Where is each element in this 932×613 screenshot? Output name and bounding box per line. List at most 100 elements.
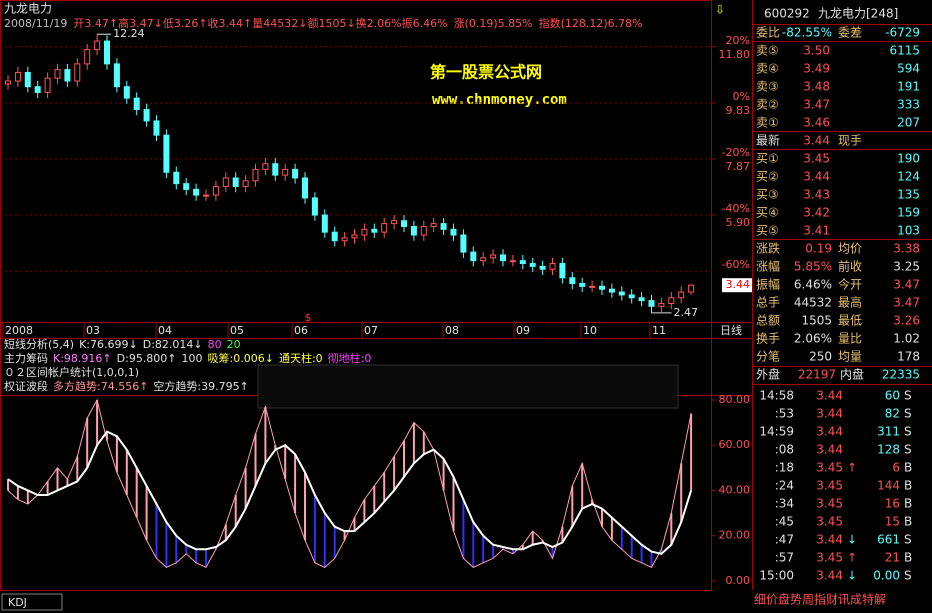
value: 3.44 bbox=[803, 134, 830, 148]
tab[interactable] bbox=[1, 593, 63, 611]
value: -6729 bbox=[885, 26, 920, 40]
stat-value: 3.26 bbox=[893, 314, 920, 328]
stat-value: 0.19 bbox=[805, 242, 832, 256]
x-tick-label: 09 bbox=[516, 324, 530, 337]
stat-value: 178 bbox=[897, 350, 920, 364]
book-volume: 594 bbox=[897, 62, 920, 76]
tick-side: B bbox=[904, 515, 912, 529]
y-tick-label: 40.00 bbox=[719, 483, 751, 496]
tick-volume: 128 bbox=[877, 443, 900, 457]
book-volume: 124 bbox=[897, 170, 920, 184]
y-tick-label: 11.80 bbox=[719, 48, 751, 61]
candle-body bbox=[183, 183, 190, 190]
high-label: 12.24 bbox=[113, 27, 145, 40]
quote-info: 开3.47↑高3.47↓低3.26↑收3.44↑量44532↓额1505↓换2.… bbox=[73, 16, 447, 30]
stat-value: 250 bbox=[809, 350, 832, 364]
stat-label: 涨跌 bbox=[756, 241, 780, 256]
x-tick-label: 03 bbox=[86, 324, 100, 337]
pct-tick-label: -20% bbox=[722, 146, 750, 159]
candle-body bbox=[252, 168, 259, 182]
candle-body bbox=[490, 254, 497, 259]
candle-body bbox=[173, 171, 180, 185]
tick-side: S bbox=[904, 443, 912, 457]
candle-body bbox=[628, 294, 635, 299]
stat-value: 3.25 bbox=[893, 260, 920, 274]
chart-frame bbox=[0, 0, 712, 591]
tick-time: :47 bbox=[775, 533, 794, 547]
label: 现手 bbox=[838, 134, 862, 148]
book-label: 卖① bbox=[756, 116, 779, 130]
indicator-text: D:95.800↑ bbox=[117, 352, 177, 365]
candle-body bbox=[668, 297, 675, 304]
x-tick-label: 05 bbox=[230, 324, 244, 337]
stat-label: 涨幅 bbox=[756, 259, 780, 274]
tab-label[interactable]: KDJ bbox=[8, 596, 27, 609]
candle-body bbox=[351, 234, 358, 239]
candle-body bbox=[470, 251, 477, 262]
tick-time: :34 bbox=[775, 497, 794, 511]
tick-volume: 661 bbox=[877, 533, 900, 547]
tick-time: :45 bbox=[775, 515, 794, 529]
candle-body bbox=[84, 49, 91, 65]
indicator-text: 吸筹:0.006↓ bbox=[208, 351, 274, 365]
x-tick-label: 04 bbox=[158, 324, 172, 337]
tick-arrow: ↑ bbox=[847, 551, 857, 565]
candle-body bbox=[509, 260, 516, 263]
book-price: 3.47 bbox=[803, 98, 830, 112]
value: 22197 bbox=[798, 368, 836, 382]
tick-arrow: ↑ bbox=[847, 461, 857, 475]
book-volume: 191 bbox=[897, 80, 920, 94]
stat-label: 分笔 bbox=[756, 349, 780, 364]
book-label: 买① bbox=[756, 152, 779, 166]
tick-volume: 6 bbox=[892, 461, 900, 475]
book-price: 3.50 bbox=[803, 44, 830, 58]
tick-side: B bbox=[904, 461, 912, 475]
tick-time: :57 bbox=[775, 551, 794, 565]
tick-price: 3.44 bbox=[816, 533, 843, 547]
d-line bbox=[7, 430, 693, 555]
candle-body bbox=[311, 197, 318, 216]
stat-value: 6.46% bbox=[794, 278, 832, 292]
book-price: 3.41 bbox=[803, 224, 830, 238]
candle-body bbox=[123, 86, 130, 99]
label: 外盘 bbox=[756, 367, 780, 382]
candle-body bbox=[272, 163, 279, 176]
indicator-text: ０２区间帐户统计(1,0,0,1) bbox=[4, 365, 139, 379]
stat-label: 最低 bbox=[838, 314, 862, 328]
candle-body bbox=[549, 263, 556, 270]
tick-arrow: ↓ bbox=[847, 569, 857, 583]
indicator-text: 短线分析(5,4) bbox=[4, 337, 74, 351]
x-tick-label: 10 bbox=[583, 324, 597, 337]
book-label: 卖③ bbox=[756, 80, 779, 94]
y-tick-label: 0.00 bbox=[726, 574, 751, 587]
tick-volume: 21 bbox=[885, 551, 900, 565]
tick-price: 3.44 bbox=[816, 407, 843, 421]
tick-price: 3.45 bbox=[816, 479, 843, 493]
tick-price: 3.44 bbox=[816, 389, 843, 403]
indicator-text: 权证波段 bbox=[4, 379, 48, 393]
tick-time: 14:58 bbox=[759, 389, 794, 403]
candle-body bbox=[519, 260, 526, 265]
download-icon[interactable]: ⇩ bbox=[715, 3, 725, 17]
candle-body bbox=[242, 180, 249, 188]
candle-body bbox=[539, 265, 546, 270]
stat-value: 5.85% bbox=[794, 260, 832, 274]
indicator-text: 80 bbox=[208, 338, 222, 351]
book-price: 3.43 bbox=[803, 188, 830, 202]
stat-value: 2.06% bbox=[794, 332, 832, 346]
y-tick-label: 60.00 bbox=[719, 438, 751, 451]
tick-time: 14:59 bbox=[759, 425, 794, 439]
tick-side: B bbox=[904, 479, 912, 493]
label: 委差 bbox=[838, 26, 862, 40]
tick-price: 3.44 bbox=[816, 443, 843, 457]
tick-side: S bbox=[904, 569, 912, 583]
book-price: 3.45 bbox=[803, 152, 830, 166]
candle-body bbox=[480, 257, 487, 262]
tick-side: B bbox=[904, 551, 912, 565]
x-tick-label: 07 bbox=[364, 324, 378, 337]
tick-volume: 82 bbox=[885, 407, 900, 421]
tick-price: 3.45 bbox=[816, 551, 843, 565]
candle-body bbox=[599, 285, 605, 290]
candle-body bbox=[579, 282, 586, 287]
label: 委比 bbox=[756, 26, 780, 40]
